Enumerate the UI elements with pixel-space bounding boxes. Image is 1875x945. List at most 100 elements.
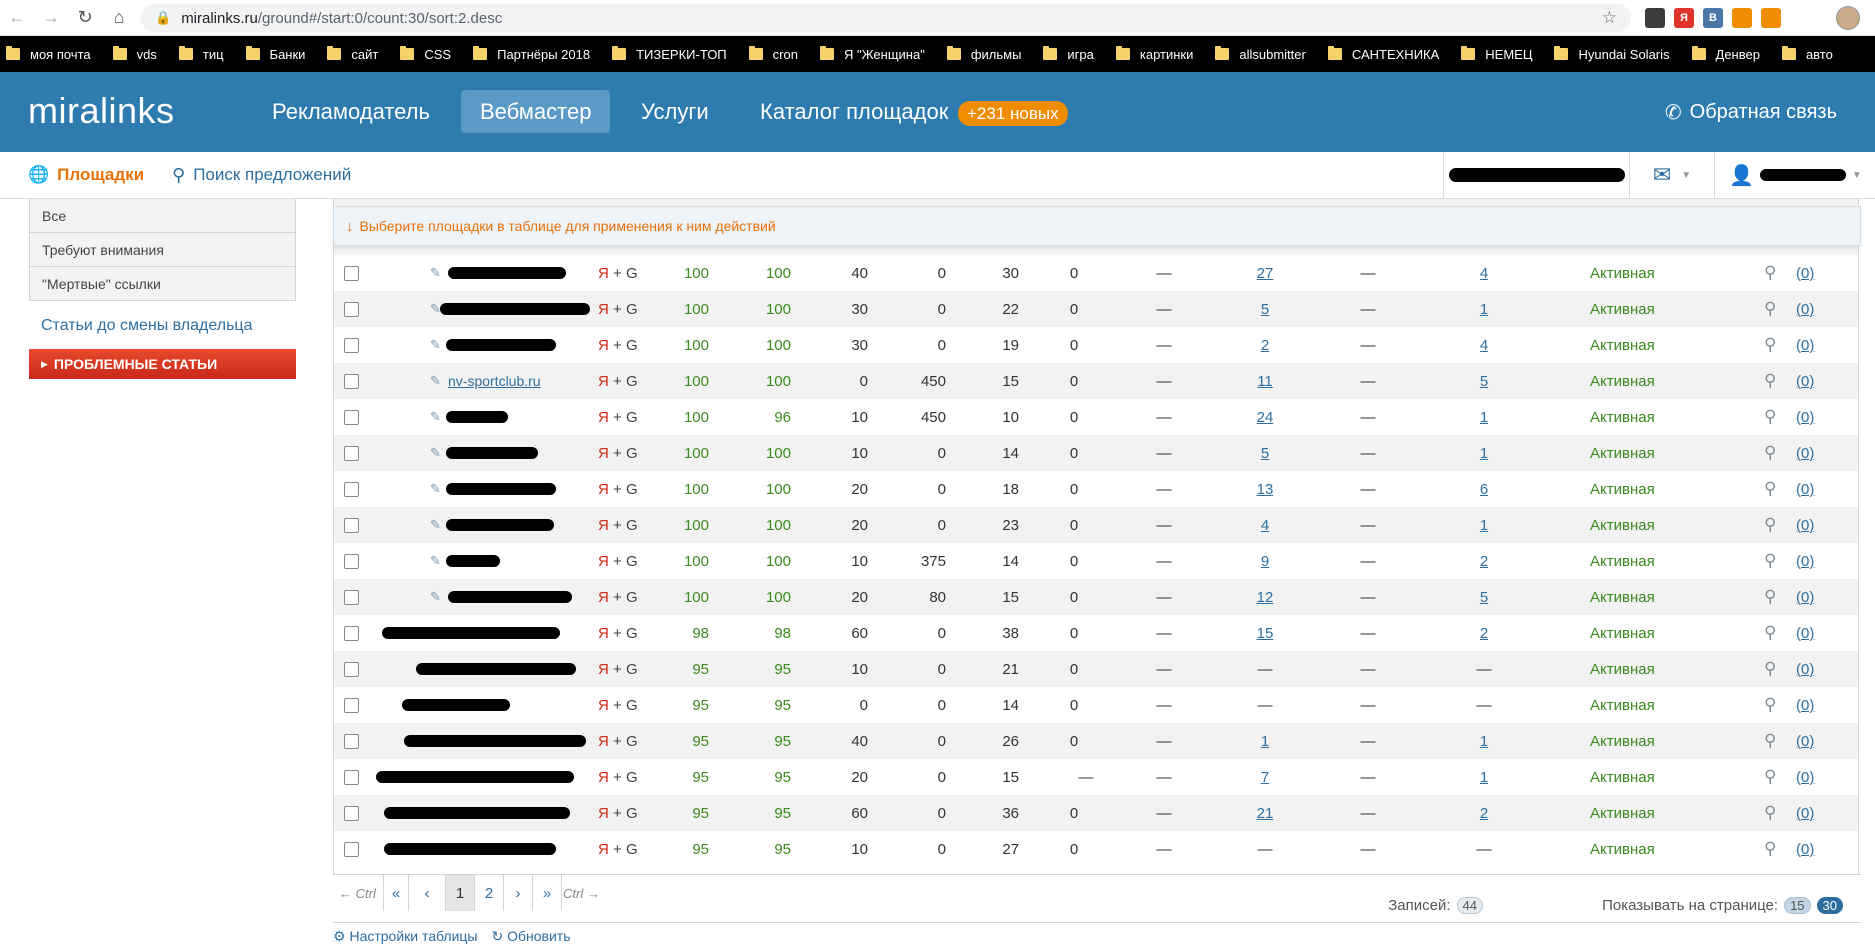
- articles-count[interactable]: 4: [1444, 327, 1524, 363]
- magnifier-icon[interactable]: ⚲: [1764, 371, 1777, 390]
- issues-count-text[interactable]: (0): [1796, 660, 1815, 678]
- issues-count-text[interactable]: (0): [1796, 516, 1815, 534]
- edit-icon[interactable]: ✎: [430, 445, 441, 460]
- bookmark-item[interactable]: cron: [748, 46, 798, 62]
- page-2[interactable]: 2: [475, 875, 504, 911]
- links-count-text[interactable]: 15: [1256, 624, 1274, 642]
- edit-icon[interactable]: ✎: [430, 481, 441, 496]
- tab-places[interactable]: 🌐 Площадки: [28, 152, 144, 198]
- links-count-text[interactable]: 24: [1256, 408, 1274, 426]
- magnifier-icon[interactable]: ⚲: [1764, 587, 1777, 606]
- new-sites-badge[interactable]: +231 новых: [958, 101, 1068, 126]
- magnifier-icon[interactable]: ⚲: [1764, 335, 1777, 354]
- row-checkbox[interactable]: [344, 482, 359, 497]
- articles-count-text[interactable]: 1: [1479, 300, 1489, 318]
- articles-count-text[interactable]: 4: [1479, 336, 1489, 354]
- row-checkbox[interactable]: [344, 698, 359, 713]
- issues-count-text[interactable]: (0): [1796, 372, 1815, 390]
- articles-count-text[interactable]: 1: [1479, 444, 1489, 462]
- balance-box[interactable]: [1443, 152, 1629, 198]
- row-checkbox[interactable]: [344, 410, 359, 425]
- articles-count[interactable]: 1: [1444, 723, 1524, 759]
- page-next[interactable]: ›: [504, 875, 533, 911]
- rss-extension-icon[interactable]: [1732, 8, 1752, 28]
- articles-count-text[interactable]: 6: [1479, 480, 1489, 498]
- magnifier-icon[interactable]: ⚲: [1764, 659, 1777, 678]
- issues-count-text[interactable]: (0): [1796, 588, 1815, 606]
- site-link[interactable]: nv-sportclub.ru: [448, 363, 541, 399]
- site-logo[interactable]: miralinks: [28, 90, 175, 131]
- articles-count-text[interactable]: 5: [1479, 372, 1489, 390]
- nav-catalog[interactable]: Каталог площадок: [760, 98, 949, 124]
- bookmark-item[interactable]: Hyundai Solaris: [1554, 46, 1670, 62]
- issues-count-text[interactable]: (0): [1796, 840, 1815, 858]
- magnifier-icon[interactable]: ⚲: [1764, 443, 1777, 462]
- user-menu[interactable]: 👤 ▼: [1714, 152, 1875, 198]
- links-count-text[interactable]: 12: [1256, 588, 1274, 606]
- articles-count[interactable]: 1: [1444, 507, 1524, 543]
- edit-icon[interactable]: ✎: [430, 409, 441, 424]
- articles-count-text[interactable]: 5: [1479, 588, 1489, 606]
- nav-services[interactable]: Услуги: [641, 98, 709, 124]
- row-checkbox[interactable]: [344, 338, 359, 353]
- links-count-text[interactable]: 11: [1257, 372, 1273, 390]
- edit-icon[interactable]: ✎: [430, 337, 441, 352]
- issues-count[interactable]: (0): [1796, 399, 1814, 435]
- articles-count[interactable]: 1: [1444, 399, 1524, 435]
- page-last[interactable]: »: [533, 875, 562, 911]
- home-icon[interactable]: ⌂: [113, 7, 125, 27]
- links-count-text[interactable]: 5: [1260, 300, 1270, 318]
- nav-webmaster[interactable]: Вебмастер: [461, 90, 611, 133]
- edit-icon[interactable]: ✎: [430, 553, 441, 568]
- articles-count-text[interactable]: 4: [1479, 264, 1489, 282]
- row-checkbox[interactable]: [344, 446, 359, 461]
- links-count[interactable]: 13: [1225, 471, 1305, 507]
- per-page-15[interactable]: 15: [1784, 897, 1811, 914]
- sidebar-item-attention[interactable]: Требуют внимания: [29, 233, 296, 267]
- links-count[interactable]: 5: [1225, 435, 1305, 471]
- issues-count[interactable]: (0): [1796, 291, 1814, 327]
- issues-count[interactable]: (0): [1796, 831, 1814, 867]
- messages-box[interactable]: ✉ ▼: [1629, 152, 1714, 198]
- issues-count[interactable]: (0): [1796, 327, 1814, 363]
- bookmark-item[interactable]: фильмы: [946, 46, 1021, 62]
- issues-count-text[interactable]: (0): [1796, 768, 1815, 786]
- row-checkbox[interactable]: [344, 734, 359, 749]
- bookmark-item[interactable]: авто: [1781, 46, 1833, 62]
- links-count-text[interactable]: 5: [1260, 444, 1270, 462]
- links-count-text[interactable]: 21: [1256, 804, 1274, 822]
- bookmark-item[interactable]: сайт: [327, 46, 378, 62]
- row-checkbox[interactable]: [344, 842, 359, 857]
- bookmark-item[interactable]: картинки: [1115, 46, 1193, 62]
- row-checkbox[interactable]: [344, 266, 359, 281]
- links-count[interactable]: 2: [1225, 327, 1305, 363]
- issues-count-text[interactable]: (0): [1796, 264, 1815, 282]
- yandex-extension-icon[interactable]: Я: [1674, 8, 1694, 28]
- issues-count-text[interactable]: (0): [1796, 336, 1815, 354]
- magnifier-icon[interactable]: ⚲: [1764, 263, 1777, 282]
- magnifier-icon[interactable]: ⚲: [1764, 767, 1777, 786]
- bookmark-item[interactable]: Банки: [245, 46, 305, 62]
- links-count-text[interactable]: 27: [1256, 264, 1274, 282]
- articles-count[interactable]: 2: [1444, 615, 1524, 651]
- forward-icon[interactable]: →: [42, 7, 60, 27]
- edit-icon[interactable]: ✎: [430, 373, 441, 388]
- magnifier-icon[interactable]: ⚲: [1764, 479, 1777, 498]
- magnifier-icon[interactable]: ⚲: [1764, 515, 1777, 534]
- links-count[interactable]: 15: [1225, 615, 1305, 651]
- links-count-text[interactable]: 13: [1256, 480, 1274, 498]
- links-count[interactable]: 1: [1225, 723, 1305, 759]
- issues-count[interactable]: (0): [1796, 471, 1814, 507]
- row-checkbox[interactable]: [344, 590, 359, 605]
- links-count-text[interactable]: 7: [1260, 768, 1270, 786]
- articles-count-text[interactable]: 1: [1479, 732, 1489, 750]
- table-settings-link[interactable]: ⚙ Настройки таблицы: [333, 928, 478, 944]
- links-count[interactable]: 21: [1225, 795, 1305, 831]
- issues-count-text[interactable]: (0): [1796, 444, 1815, 462]
- articles-count-text[interactable]: 1: [1479, 768, 1489, 786]
- articles-count[interactable]: 1: [1444, 435, 1524, 471]
- issues-count[interactable]: (0): [1796, 651, 1814, 687]
- magnifier-icon[interactable]: ⚲: [1764, 695, 1777, 714]
- issues-count-text[interactable]: (0): [1796, 696, 1815, 714]
- articles-count[interactable]: 2: [1444, 543, 1524, 579]
